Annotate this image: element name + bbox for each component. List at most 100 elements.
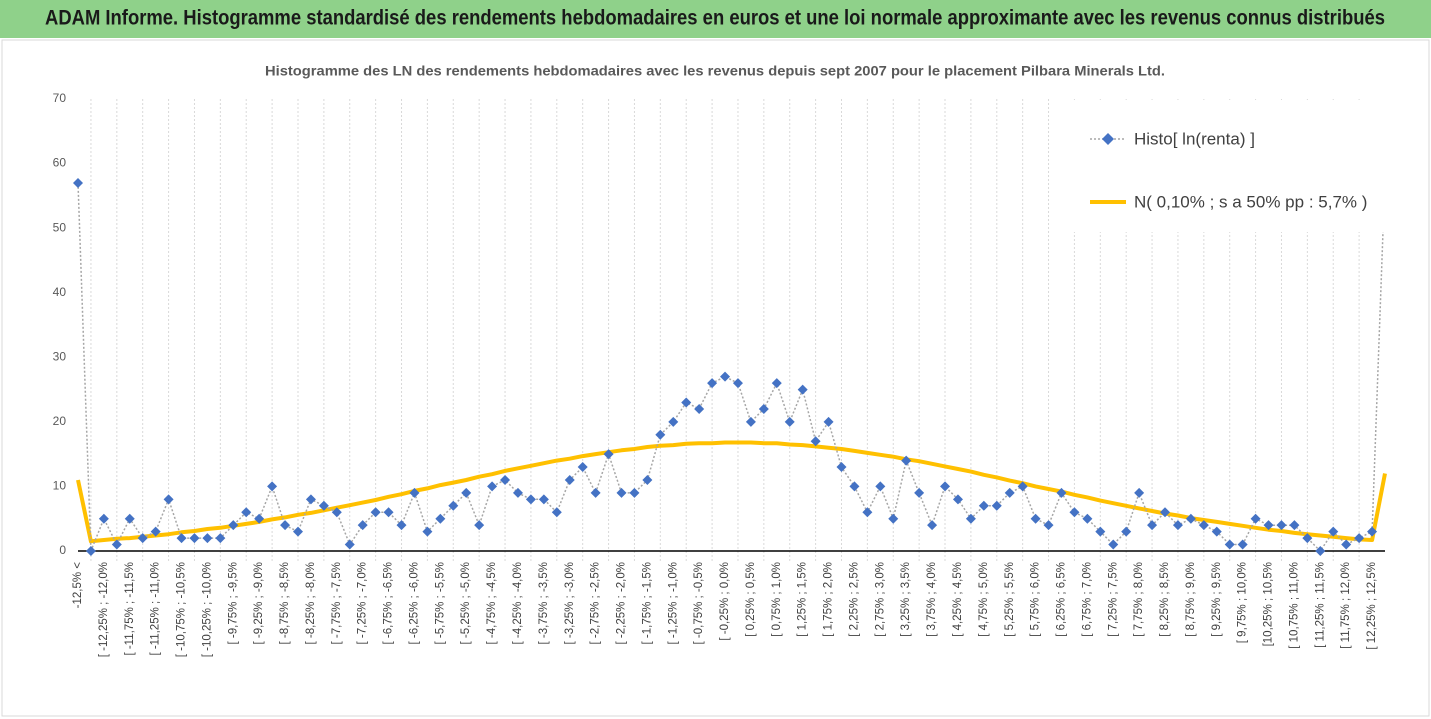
- histo-point: [1276, 520, 1287, 531]
- histo-point: [991, 500, 1002, 511]
- x-tick-label: [ 8,75% ; 9,0%: [1185, 562, 1197, 637]
- y-tick-label: 40: [53, 285, 67, 299]
- x-tick-label: [ -1,25% ; -1,0%: [667, 562, 679, 644]
- x-tick-label: [ 5,25% ; 5,5%: [1004, 562, 1016, 637]
- histo-point: [914, 487, 925, 498]
- x-tick-label: [ 3,75% ; 4,0%: [926, 562, 938, 637]
- histo-point: [1250, 513, 1261, 524]
- histo-point: [461, 487, 472, 498]
- x-tick-label: [ 0,25% ; 0,5%: [745, 562, 757, 637]
- x-tick-label: [ 4,25% ; 4,5%: [952, 562, 964, 637]
- x-tick-label: [10,25% ; 10,5%: [1263, 562, 1275, 646]
- x-tick-label: [ -11,25% ; -11,0%: [150, 562, 162, 656]
- histo-point: [797, 384, 808, 395]
- legend: Histo[ ln(renta) ] N( 0,10% ; s a 50% pp …: [1060, 100, 1390, 232]
- histo-point: [1302, 533, 1313, 544]
- histo-point: [370, 507, 381, 518]
- chart-frame: [1, 39, 1430, 717]
- x-tick-label: [ 1,75% ; 2,0%: [823, 562, 835, 637]
- x-tick-label: [ 4,75% ; 5,0%: [978, 562, 990, 637]
- histo-point: [1147, 520, 1158, 531]
- y-tick-label: 0: [59, 543, 66, 557]
- histo-point: [577, 462, 588, 473]
- histo-point: [409, 487, 420, 498]
- x-tick-label: [ 6,75% ; 7,0%: [1081, 562, 1093, 637]
- histo-point: [978, 500, 989, 511]
- x-tick-label: [ -8,25% ; -8,0%: [305, 562, 317, 644]
- legend-box: [1060, 100, 1390, 232]
- histo-point: [629, 487, 640, 498]
- histo-point: [305, 494, 316, 505]
- histo-point: [267, 481, 278, 492]
- x-tick-label: [ -4,25% ; -4,0%: [512, 562, 524, 644]
- chart-title: Histogramme des LN des rendements hebdom…: [265, 63, 1165, 79]
- x-tick-label: [ 7,25% ; 7,5%: [1107, 562, 1119, 637]
- histo-point: [590, 487, 601, 498]
- x-tick-label: [ 2,25% ; 2,5%: [848, 562, 860, 637]
- histo-point: [694, 403, 705, 414]
- histo-point: [1354, 533, 1365, 544]
- x-tick-label: [ -9,25% ; -9,0%: [253, 562, 265, 644]
- legend-label: N( 0,10% ; s a 50% pp : 5,7% ): [1134, 192, 1367, 211]
- x-tick-label: [ 2,75% ; 3,0%: [874, 562, 886, 637]
- x-tick-label: [ -10,25% ; -10,0%: [201, 562, 213, 657]
- histo-point: [720, 371, 731, 382]
- histo-point: [655, 429, 666, 440]
- histo-point: [1341, 539, 1352, 550]
- histo-point: [1315, 546, 1326, 556]
- histo-point: [163, 494, 174, 505]
- histo-point: [823, 416, 834, 427]
- histo-point: [551, 507, 562, 518]
- histo-point: [1108, 539, 1119, 550]
- histo-point: [901, 455, 912, 466]
- histo-point: [1043, 520, 1054, 531]
- x-tick-label: [ -11,75% ; -11,5%: [124, 562, 136, 656]
- histo-point: [73, 177, 83, 188]
- histo-point: [435, 513, 446, 524]
- x-tick-label: [ -7,75% ; -7,5%: [331, 562, 343, 644]
- title-bar: [0, 0, 1431, 38]
- x-tick-label: [ 1,25% ; 1,5%: [797, 562, 809, 637]
- histo-point: [1224, 539, 1235, 550]
- histo-point: [474, 520, 485, 531]
- x-tick-label: [ 12,25% ; 12,5%: [1366, 562, 1378, 650]
- histo-point: [422, 526, 433, 537]
- histo-point: [525, 494, 536, 505]
- x-tick-label: -12,5% <: [72, 562, 84, 609]
- histo-point: [215, 533, 226, 544]
- histo-point: [849, 481, 860, 492]
- x-tick-label: [ 0,75% ; 1,0%: [771, 562, 783, 637]
- histo-point: [357, 520, 368, 531]
- x-tick-label: [ 8,25% ; 8,5%: [1159, 562, 1171, 637]
- histo-point: [254, 513, 265, 524]
- x-tick-label: [ 11,75% ; 12,0%: [1340, 562, 1352, 649]
- histo-point: [292, 526, 303, 537]
- x-tick-label: [ -3,75% ; -3,5%: [538, 562, 550, 644]
- histo-point: [1237, 539, 1248, 550]
- x-tick-label: [ -5,25% ; -5,0%: [460, 562, 472, 644]
- x-tick-label: [ -7,25% ; -7,0%: [357, 562, 369, 644]
- histo-point: [1134, 487, 1145, 498]
- histo-point: [1056, 487, 1067, 498]
- histo-point: [280, 520, 291, 531]
- histo-point: [965, 513, 976, 524]
- y-tick-label: 60: [53, 156, 67, 170]
- histo-point: [745, 416, 756, 427]
- histo-point: [927, 520, 938, 531]
- x-tick-label: [ -0,75% ; -0,5%: [693, 562, 705, 644]
- x-tick-label: [ -4,75% ; -4,5%: [486, 562, 498, 644]
- histo-point: [137, 533, 148, 544]
- histo-point: [1198, 520, 1209, 531]
- x-tick-label: [ -2,75% ; -2,5%: [590, 562, 602, 644]
- y-tick-label: 50: [53, 220, 67, 234]
- histo-point: [668, 416, 679, 427]
- histo-point: [707, 378, 718, 389]
- x-tick-label: [ 6,25% ; 6,5%: [1056, 562, 1068, 637]
- x-tick-label: [ -8,75% ; -8,5%: [279, 562, 291, 644]
- histo-point: [344, 539, 355, 550]
- page-title: ADAM Informe. Histogramme standardisé de…: [45, 7, 1385, 30]
- histo-point: [1172, 520, 1183, 531]
- histo-point: [810, 436, 821, 447]
- histo-point: [616, 487, 627, 498]
